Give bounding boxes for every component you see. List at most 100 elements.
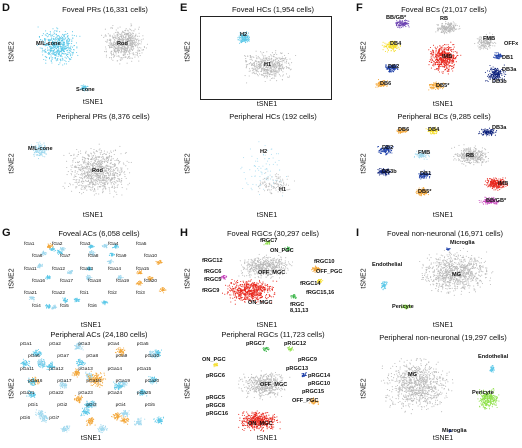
cluster-label: ON_MGC xyxy=(248,300,273,306)
point-cluster xyxy=(263,239,273,246)
cluster-label: DB2 xyxy=(382,145,394,151)
point-cluster xyxy=(492,52,504,60)
cluster-label: H1 xyxy=(279,187,287,193)
cluster-label: pRGC5 xyxy=(206,395,225,401)
point-cluster xyxy=(478,127,498,137)
point-cluster xyxy=(28,296,35,302)
cluster-label: Pericyte xyxy=(472,390,494,396)
point-cluster xyxy=(117,274,124,280)
cluster-label: Microglia xyxy=(450,240,475,246)
cluster-label: fRGC14 xyxy=(300,281,321,287)
point-cluster xyxy=(111,412,122,421)
cluster-label: fGi3 xyxy=(136,291,145,297)
cluster-label: pGa21 xyxy=(20,391,35,397)
point-cluster xyxy=(413,149,431,160)
cluster-label: fGa14 xyxy=(108,266,122,272)
point-cluster xyxy=(46,243,54,249)
x-axis-label: tSNE1 xyxy=(432,435,454,442)
cluster-label: fGa1 xyxy=(24,242,35,247)
cluster-label: pGa22 xyxy=(49,391,64,397)
point-cluster xyxy=(27,377,38,387)
point-cluster xyxy=(80,84,89,92)
cluster-label: fGa18 xyxy=(88,279,102,284)
point-cluster xyxy=(238,253,294,279)
cluster-label: IMB xyxy=(442,54,453,60)
cluster-label: fGa5 xyxy=(136,242,147,247)
point-cluster xyxy=(59,380,68,389)
cluster-label: fGa21 xyxy=(24,291,38,297)
point-cluster xyxy=(221,278,278,305)
point-cluster xyxy=(213,362,219,368)
point-cluster xyxy=(60,425,71,433)
cluster-label: RB xyxy=(466,153,475,159)
cluster-label: pGa23 xyxy=(78,391,93,397)
scatter-plot xyxy=(20,341,165,434)
x-axis-label: tSNE1 xyxy=(82,99,104,106)
point-cluster xyxy=(62,143,132,198)
cluster-label: FMB xyxy=(483,36,496,42)
point-cluster xyxy=(148,376,158,385)
cluster-label: pGa18 xyxy=(86,378,101,384)
scatter-plot xyxy=(30,141,132,198)
point-cluster xyxy=(377,167,392,177)
scatter-plot xyxy=(380,358,500,433)
cluster-label: FMB xyxy=(418,150,431,156)
cluster-label: pGi3 xyxy=(86,403,97,409)
cluster-label: DB3a xyxy=(502,67,517,73)
panel-letter: I xyxy=(356,227,360,239)
cluster-label: pGa19 xyxy=(115,378,130,384)
point-cluster xyxy=(30,141,49,160)
cluster-label: DB5* xyxy=(418,189,432,195)
cluster-label: S-cone xyxy=(76,87,95,93)
plot-title: Foveal HCs (1,954 cells) xyxy=(231,5,315,14)
cluster-label: DB5* xyxy=(436,83,450,89)
cluster-label: fGa19 xyxy=(116,279,130,284)
point-cluster xyxy=(380,280,388,291)
cluster-label: fGa8 xyxy=(88,254,99,260)
point-cluster xyxy=(101,300,109,306)
point-cluster xyxy=(36,26,81,66)
cluster-label: fRGC10 xyxy=(314,259,335,265)
plot-title: Peripheral non-neuronal (19,297 cells) xyxy=(379,333,507,342)
point-cluster xyxy=(101,23,148,65)
cluster-label: Rod xyxy=(117,41,128,47)
point-cluster xyxy=(257,172,295,195)
cluster-label: Rod xyxy=(92,168,103,174)
cluster-label: pRGC16 xyxy=(206,411,229,417)
point-cluster xyxy=(311,265,321,273)
point-cluster xyxy=(425,126,440,135)
cluster-label: fGa3 xyxy=(80,242,91,247)
panel-g: G Foveal ACs (6,058 cells) tSNE2 tSNE1 f… xyxy=(0,225,176,448)
cluster-label: H2 xyxy=(240,32,248,38)
point-cluster xyxy=(477,388,500,410)
cluster-label: Endothelial xyxy=(478,354,509,360)
cluster-label: fRGC15,16 xyxy=(306,290,335,296)
point-cluster xyxy=(445,247,451,251)
cluster-label: pGi4 xyxy=(115,403,126,409)
x-axis-label: tSNE1 xyxy=(80,435,102,442)
x-axis-label: tSNE1 xyxy=(256,212,278,219)
point-cluster xyxy=(136,389,148,397)
cluster-label: DB6 xyxy=(398,127,410,133)
plot-title: Peripheral PRs (8,376 cells) xyxy=(56,112,150,121)
cluster-label: fGa12 xyxy=(52,266,66,272)
point-cluster xyxy=(45,303,51,309)
cluster-label: fGa20 xyxy=(144,279,158,284)
cluster-label: pRGC6 xyxy=(206,373,225,379)
cluster-label: ON_PGC xyxy=(270,248,294,254)
point-cluster xyxy=(66,270,74,275)
x-axis-label: tSNE1 xyxy=(256,435,278,442)
scatter-plot xyxy=(240,141,295,197)
cluster-label: pGa5 xyxy=(136,342,149,347)
point-cluster xyxy=(74,341,84,351)
plot-title: Foveal PRs (16,331 cells) xyxy=(62,5,148,14)
cluster-label: fGi2 xyxy=(108,291,117,297)
cluster-label: fGa15 xyxy=(136,266,150,272)
x-axis-label: tSNE1 xyxy=(432,101,454,108)
cluster-label: pGa20 xyxy=(144,378,160,384)
panel-letter: D xyxy=(2,2,10,14)
cluster-label: OFFx xyxy=(504,41,519,47)
cluster-label: fGa17 xyxy=(60,279,74,284)
panel-letter: H xyxy=(180,227,188,239)
cluster-label: DB3b xyxy=(382,169,397,175)
